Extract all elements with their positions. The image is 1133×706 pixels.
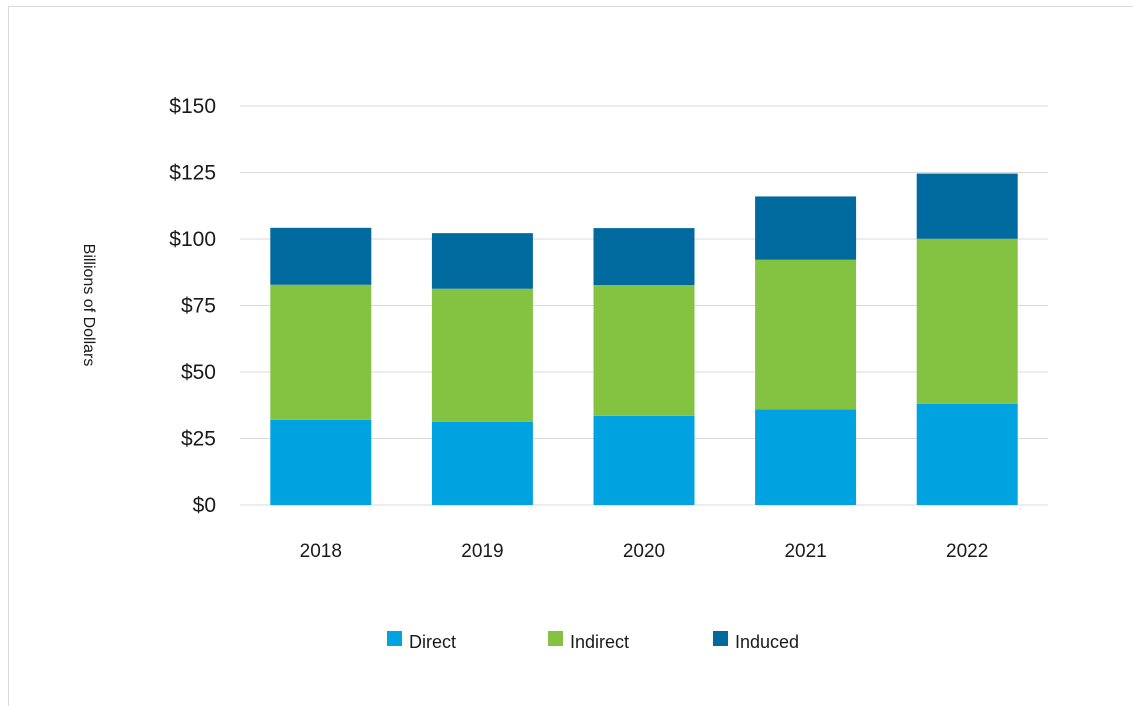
legend-item-indirect: Indirect (548, 631, 629, 652)
y-tick-label: $75 (181, 295, 216, 318)
legend-swatch (548, 631, 563, 646)
bars (270, 173, 1018, 505)
bar-direct-2022 (916, 403, 1018, 505)
y-tick-label: $0 (193, 494, 216, 517)
x-tick-label: 2021 (784, 541, 826, 562)
legend-label: Direct (409, 632, 456, 652)
bar-direct-2019 (431, 421, 533, 505)
bar-induced-2020 (593, 228, 695, 286)
bar-direct-2021 (755, 409, 857, 505)
bar-induced-2019 (431, 233, 533, 289)
bar-indirect-2020 (593, 285, 695, 416)
legend-swatch (387, 631, 402, 646)
bar-induced-2018 (270, 227, 372, 285)
x-tick-label: 2022 (946, 541, 988, 562)
legend: Direct Indirect Induced (387, 631, 799, 652)
stacked-bar-chart: $0 $25 $50 $75 $100 $125 $150 2018 2019 2020 2021… (80, 95, 1048, 652)
legend-item-induced: Induced (713, 631, 799, 652)
y-tick-label: $25 (181, 428, 216, 451)
x-tick-label: 2020 (623, 541, 665, 562)
y-tick-label: $150 (169, 95, 216, 118)
bar-induced-2021 (755, 196, 857, 260)
legend-label: Induced (735, 632, 799, 652)
x-tick-label: 2018 (300, 541, 342, 562)
bar-indirect-2022 (916, 238, 1018, 404)
chart-frame (8, 6, 1133, 706)
y-tick-label: $100 (169, 228, 216, 251)
x-tick-label: 2019 (461, 541, 503, 562)
bar-indirect-2021 (755, 259, 857, 410)
bar-direct-2018 (270, 419, 372, 505)
bar-indirect-2019 (431, 288, 533, 422)
x-axis-ticks: 2018 2019 2020 2021 2022 (300, 541, 989, 562)
bar-induced-2022 (916, 173, 1018, 239)
legend-swatch (713, 631, 728, 646)
y-tick-label: $50 (181, 361, 216, 384)
legend-item-direct: Direct (387, 631, 456, 652)
bar-direct-2020 (593, 415, 695, 505)
y-tick-label: $125 (169, 162, 216, 185)
legend-label: Indirect (570, 632, 629, 652)
y-axis-title: Billions of Dollars (80, 244, 97, 367)
y-axis-ticks: $0 $25 $50 $75 $100 $125 $150 (169, 95, 216, 517)
bar-indirect-2018 (270, 284, 372, 420)
